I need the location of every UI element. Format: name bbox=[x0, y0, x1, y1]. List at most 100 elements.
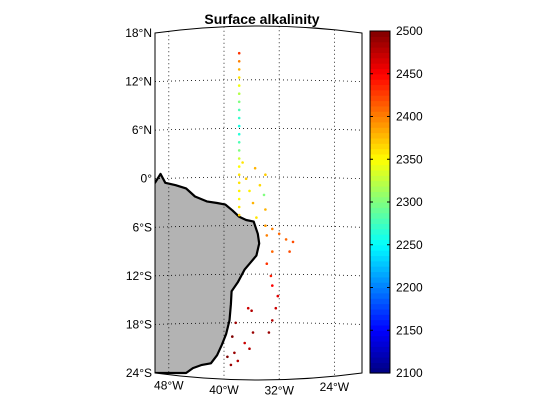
colorbar-segment bbox=[370, 244, 390, 251]
colorbar-segment bbox=[370, 180, 390, 187]
alkalinity-point bbox=[271, 319, 274, 322]
colorbar-segment bbox=[370, 234, 390, 240]
colorbar-segment bbox=[370, 153, 390, 160]
alkalinity-point bbox=[265, 234, 269, 237]
colorbar-segment bbox=[370, 324, 390, 331]
map-axes: 24°S 18°S 12°S 6°S 0° 6°N 12°N 18°N 48°W 40°W 32°W… bbox=[125, 25, 363, 398]
colorbar-segment bbox=[370, 282, 390, 289]
lat-tick-label: 12°S bbox=[126, 269, 152, 283]
colorbar-segment bbox=[370, 298, 390, 305]
colorbar-segment bbox=[370, 68, 390, 75]
colorbar-segment bbox=[370, 175, 390, 182]
colorbar-segment bbox=[370, 116, 390, 123]
colorbar-segment bbox=[370, 308, 390, 315]
colorbar-tick-label: 2200 bbox=[396, 281, 423, 295]
colorbar-segment bbox=[370, 346, 390, 353]
alkalinity-point bbox=[237, 132, 241, 136]
alkalinity-point bbox=[237, 181, 241, 185]
colorbar-segment bbox=[370, 84, 390, 91]
colorbar-tick-label: 2350 bbox=[396, 152, 423, 166]
colorbar: 2100 2150 2200 2250 2300 2350 2400 2450 2500 bbox=[369, 24, 423, 380]
colorbar-segment bbox=[370, 351, 390, 358]
alkalinity-point bbox=[267, 331, 271, 334]
colorbar-tick-label: 2400 bbox=[396, 110, 423, 124]
colorbar-segment bbox=[370, 356, 390, 363]
colorbar-tick-label: 2150 bbox=[396, 323, 423, 337]
lon-tick-label: 32°W bbox=[264, 384, 294, 398]
alkalinity-point bbox=[237, 60, 241, 63]
alkalinity-point bbox=[236, 359, 240, 363]
alkalinity-point bbox=[269, 274, 273, 278]
colorbar-segment bbox=[370, 303, 390, 310]
colorbar-segment bbox=[370, 362, 390, 369]
alkalinity-point bbox=[277, 232, 281, 236]
colorbar-segment bbox=[370, 100, 390, 107]
alkalinity-point bbox=[271, 284, 274, 287]
alkalinity-point bbox=[237, 100, 241, 104]
colorbar-segment bbox=[370, 132, 390, 139]
colorbar-segment bbox=[370, 57, 390, 64]
alkalinity-point bbox=[271, 227, 274, 231]
alkalinity-point bbox=[231, 335, 234, 338]
colorbar-segment bbox=[370, 191, 390, 198]
colorbar-segment bbox=[370, 127, 390, 134]
colorbar-tick-label: 2450 bbox=[396, 67, 423, 81]
alkalinity-point bbox=[237, 165, 241, 168]
colorbar-segment bbox=[370, 218, 390, 224]
alkalinity-point bbox=[237, 141, 241, 144]
colorbar-segment bbox=[370, 36, 390, 43]
colorbar-segment bbox=[370, 164, 390, 171]
lat-tick-label: 12°N bbox=[125, 75, 152, 89]
alkalinity-point bbox=[237, 157, 241, 160]
colorbar-segment bbox=[370, 137, 390, 144]
colorbar-segment bbox=[370, 212, 390, 219]
colorbar-segment bbox=[370, 266, 390, 273]
alkalinity-point bbox=[241, 161, 244, 164]
alkalinity-point bbox=[237, 116, 241, 120]
alkalinity-point bbox=[276, 294, 280, 298]
colorbar-tick-label: 2300 bbox=[396, 195, 423, 209]
alkalinity-point bbox=[237, 213, 241, 217]
alkalinity-point bbox=[237, 149, 241, 152]
alkalinity-point bbox=[237, 68, 241, 71]
colorbar-segment bbox=[370, 239, 390, 246]
colorbar-segment bbox=[370, 223, 390, 230]
alkalinity-point bbox=[243, 341, 246, 345]
alkalinity-point bbox=[251, 331, 255, 334]
colorbar-tick-label: 2100 bbox=[396, 366, 423, 380]
alkalinity-point bbox=[237, 76, 241, 79]
alkalinity-point bbox=[262, 193, 266, 197]
alkalinity-point bbox=[237, 197, 241, 201]
colorbar-segment bbox=[370, 63, 390, 69]
alkalinity-point bbox=[237, 124, 241, 128]
alkalinity-point bbox=[237, 108, 241, 112]
alkalinity-point bbox=[237, 173, 241, 176]
lon-tick-label: 40°W bbox=[209, 383, 239, 397]
alkalinity-point bbox=[274, 306, 278, 310]
lat-tick-label: 18°S bbox=[126, 317, 152, 331]
colorbar-tick-label: 2250 bbox=[396, 238, 423, 252]
colorbar-segment bbox=[370, 111, 390, 118]
alkalinity-point bbox=[237, 84, 241, 87]
lat-tick-label: 6°N bbox=[132, 123, 152, 137]
lon-tick-label: 48°W bbox=[154, 379, 184, 393]
colorbar-segment bbox=[370, 260, 390, 267]
alkalinity-point bbox=[244, 177, 248, 180]
alkalinity-point bbox=[271, 250, 274, 253]
alkalinity-point bbox=[233, 351, 236, 355]
colorbar-segment bbox=[370, 271, 390, 278]
alkalinity-point bbox=[264, 173, 267, 176]
land-south-america bbox=[155, 172, 261, 380]
colorbar-segment bbox=[370, 121, 390, 128]
alkalinity-point bbox=[248, 347, 251, 351]
colorbar-segment bbox=[370, 73, 390, 80]
alkalinity-point bbox=[237, 92, 241, 95]
alkalinity-point bbox=[237, 205, 241, 209]
colorbar-segment bbox=[370, 52, 390, 59]
alkalinity-point bbox=[264, 224, 267, 227]
colorbar-segment bbox=[370, 143, 390, 150]
colorbar-segment bbox=[370, 159, 390, 166]
map-frame bbox=[154, 25, 363, 381]
lon-tick-label: 24°W bbox=[320, 380, 350, 394]
